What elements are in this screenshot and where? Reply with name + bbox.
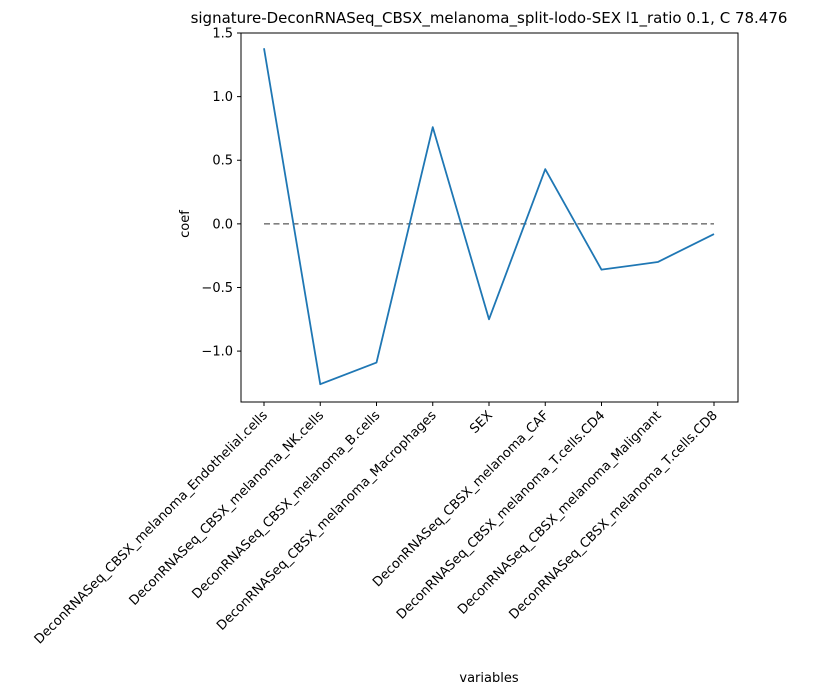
data-points	[263, 48, 715, 385]
y-tick-label: 1.0	[212, 90, 233, 105]
x-tick-label: SEX	[467, 408, 496, 437]
x-tick-label: DeconRNASeq_CBSX_melanoma_NK.cells	[127, 408, 328, 609]
y-axis-title: coef	[178, 210, 193, 238]
y-tick-label: 0.0	[212, 217, 233, 232]
x-tick-label: DeconRNASeq_CBSX_melanoma_T.cells.CD8	[506, 408, 720, 622]
x-axis-ticks: DeconRNASeq_CBSX_melanoma_Endothelial.ce…	[32, 402, 721, 647]
series-line	[263, 48, 715, 386]
y-tick-label: 1.5	[212, 27, 233, 42]
plot-area	[240, 32, 739, 403]
y-tick-label: −0.5	[201, 281, 233, 296]
chart-title: signature-DeconRNASeq_CBSX_melanoma_spli…	[191, 9, 788, 28]
x-tick-label: DeconRNASeq_CBSX_melanoma_T.cells.CD4	[394, 408, 608, 622]
y-axis-ticks: 1.5 1.0 0.5 0.0 −0.5 −1.0	[201, 27, 241, 360]
x-tick-label: DeconRNASeq_CBSX_melanoma_Malignant	[455, 408, 664, 617]
x-axis-title: variables	[459, 671, 518, 686]
y-tick-label: −1.0	[201, 345, 233, 360]
y-tick-label: 0.5	[212, 154, 233, 169]
